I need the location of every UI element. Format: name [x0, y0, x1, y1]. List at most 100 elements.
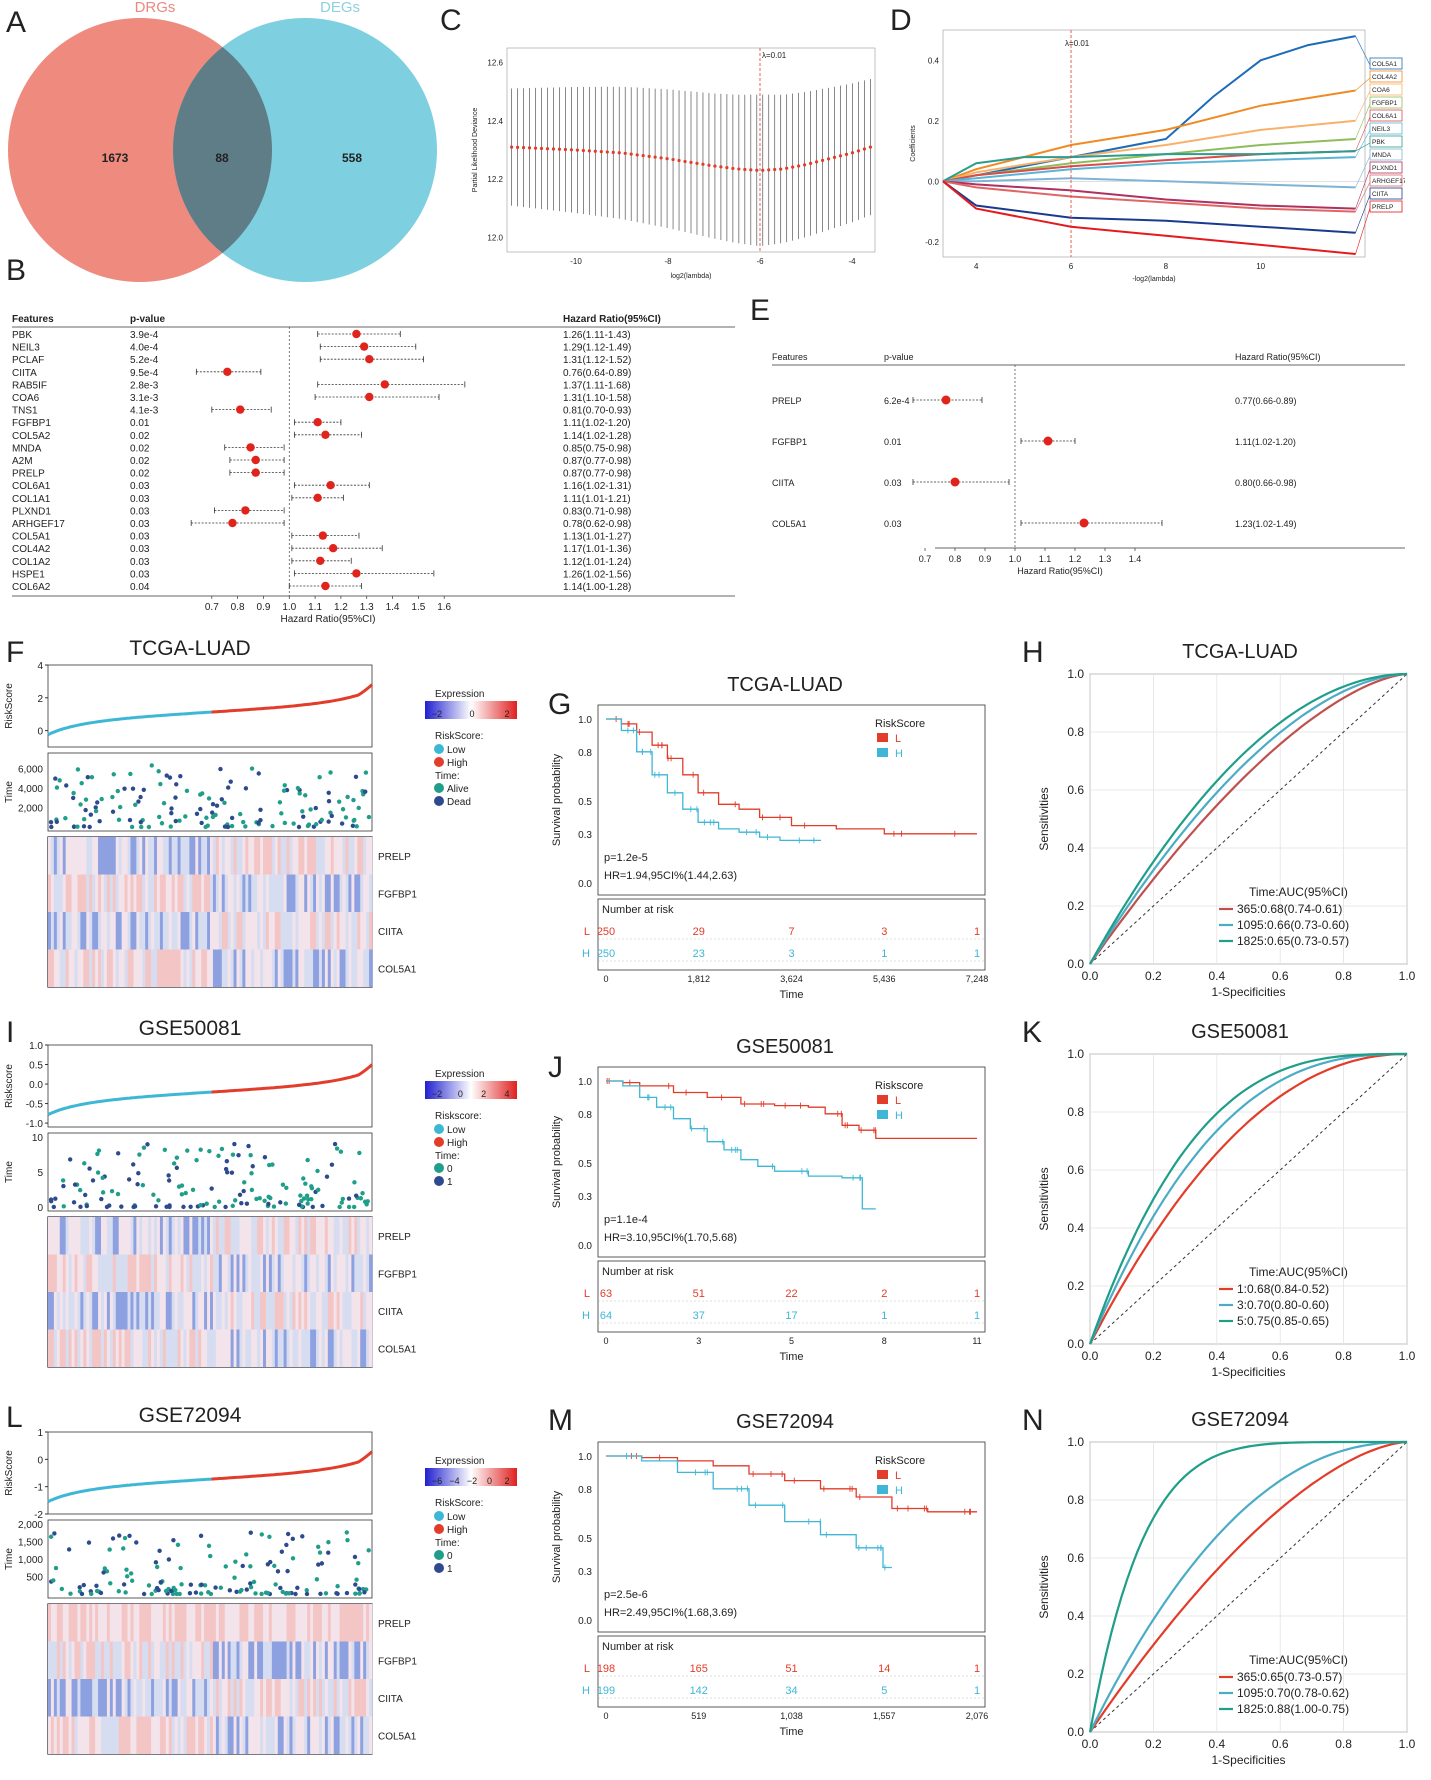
heatmap-cell	[277, 1217, 282, 1255]
heatmap-cell	[198, 1292, 202, 1330]
heatmap-cell	[48, 1604, 52, 1642]
heatmap-cell	[62, 1716, 67, 1754]
heatmap-cell	[180, 1641, 184, 1679]
time-point	[51, 1578, 56, 1583]
heatmap-cell	[207, 1217, 211, 1255]
heatmap-cell	[318, 1641, 323, 1679]
heatmap-cell	[204, 1217, 208, 1255]
heatmap-cell	[239, 912, 243, 950]
heatmap-cell	[327, 1329, 332, 1367]
heatmap-cell	[136, 1329, 140, 1367]
time-point	[210, 802, 216, 807]
heatmap-cell	[204, 1641, 208, 1679]
time-point	[60, 1178, 66, 1183]
heatmap-cell	[218, 1217, 223, 1255]
risk-row-label: L	[584, 1663, 590, 1675]
time-point	[243, 824, 248, 829]
km-title: TCGA-LUAD	[727, 674, 843, 696]
time-point	[315, 1168, 320, 1174]
heatmap-cell	[354, 1329, 358, 1367]
heatmap-cell	[92, 1716, 96, 1754]
heatmap-cell	[348, 837, 352, 875]
heatmap-cell	[321, 874, 326, 912]
heatmap-cell	[183, 837, 187, 875]
heatmap-cell	[318, 1217, 323, 1255]
heatmap-cell	[333, 837, 338, 875]
time-point	[243, 786, 249, 791]
time-point	[198, 1202, 203, 1208]
coef-label-coa6: COA6	[1372, 87, 1390, 94]
heatmap-cell	[183, 1641, 187, 1679]
heatmap-cell	[210, 1217, 214, 1255]
heatmap-cell	[127, 837, 131, 875]
heatmap-cell	[92, 1679, 96, 1717]
heatmap-cell	[215, 1329, 220, 1367]
heatmap-cell	[168, 874, 173, 912]
time-point	[94, 1588, 100, 1594]
heatmap-cell	[277, 837, 282, 875]
y-tick-label: -2	[34, 1510, 43, 1521]
heatmap-cell	[89, 1329, 93, 1367]
heatmap-cell	[321, 1329, 326, 1367]
heatmap-cell	[168, 1679, 173, 1717]
heatmap-cell	[271, 1292, 276, 1330]
time-point	[49, 824, 54, 830]
heatmap-cell	[242, 1254, 246, 1292]
hr-point	[365, 392, 374, 402]
legend-expression-tick: 2	[504, 709, 509, 719]
heatmap-cell	[53, 1254, 58, 1292]
heatmap-cell	[233, 1292, 237, 1330]
km-frame	[597, 1066, 986, 1258]
deviance-point	[850, 151, 855, 155]
heatmap-cell	[233, 949, 237, 987]
heatmap-cell	[112, 1716, 117, 1754]
heatmap-cell	[156, 1679, 161, 1717]
heatmap-cell	[162, 1716, 167, 1754]
deviance-point	[635, 153, 639, 157]
deviance-point	[713, 164, 717, 168]
deviance-point	[533, 146, 538, 150]
time-point	[305, 1201, 310, 1206]
heatmap-cell	[201, 1254, 205, 1292]
heatmap-cell	[227, 1604, 232, 1642]
heatmap-cell	[95, 1329, 99, 1367]
heatmap-cell	[109, 1716, 114, 1754]
roc-legend-label: 1825:0.88(1.00-0.75)	[1237, 1702, 1349, 1716]
heatmap-cell	[124, 1329, 128, 1367]
heatmap-cell	[171, 1254, 176, 1292]
risk-count: 2	[881, 1288, 887, 1300]
time-point	[284, 1185, 289, 1191]
heatmap-cell	[103, 1679, 108, 1717]
y-tick-label: 0.8	[1067, 1105, 1084, 1119]
heatmap-cell	[145, 837, 149, 875]
time-point	[78, 802, 83, 807]
time-point	[259, 1591, 264, 1597]
hr-ci-label: 1.23(1.02-1.49)	[1235, 519, 1297, 529]
time-point	[345, 1537, 350, 1543]
time-point	[222, 800, 227, 806]
heatmap-cell	[159, 1641, 164, 1679]
time-point	[366, 1548, 371, 1553]
heatmap-cell	[339, 874, 343, 912]
time-point	[323, 1591, 329, 1596]
risk-count: 1	[881, 1310, 887, 1322]
heatmap-cell	[65, 1679, 70, 1717]
heatmap-cell	[316, 1292, 320, 1330]
deviance-point	[826, 157, 831, 161]
heatmap-cell	[366, 1679, 370, 1717]
km-title: GSE50081	[736, 1036, 834, 1058]
heatmap-cell	[80, 1604, 84, 1642]
heatmap-cell	[298, 949, 302, 987]
header-pvalue: p-value	[884, 352, 914, 362]
heatmap-cell	[133, 1641, 137, 1679]
y-tick-label: 0.2	[1067, 1667, 1084, 1681]
pvalue-label: 4.1e-3	[130, 406, 159, 417]
heatmap-cell	[159, 837, 164, 875]
heatmap-cell	[159, 1292, 164, 1330]
heatmap-cell	[354, 1641, 358, 1679]
label-box	[1369, 161, 1403, 174]
label-leader	[1355, 207, 1371, 255]
heatmap-cell	[133, 837, 137, 875]
heatmap-cell	[301, 1292, 305, 1330]
heatmap-cell	[136, 912, 140, 950]
